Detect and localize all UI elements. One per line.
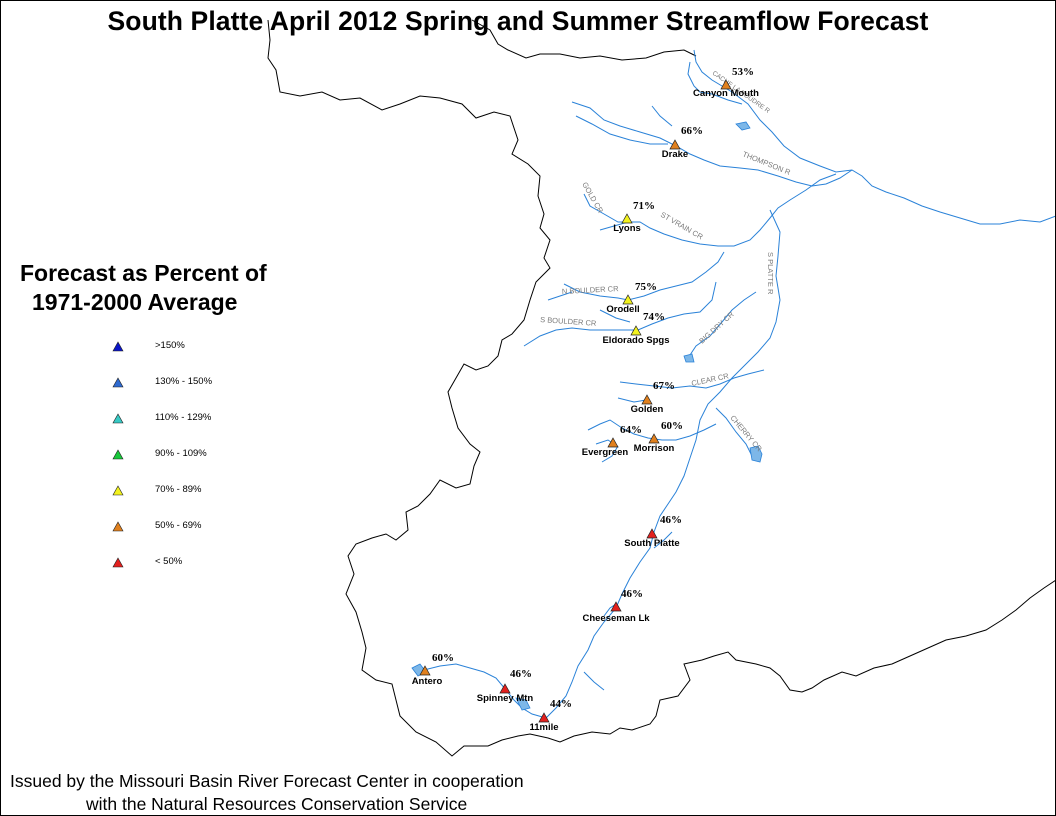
- station: South Platte 46%: [624, 514, 682, 549]
- station-percent: 75%: [635, 281, 657, 293]
- legend-item: 130% - 150%: [112, 374, 272, 392]
- legend-item: 110% - 129%: [112, 410, 272, 428]
- station: Morrison 60%: [634, 420, 683, 454]
- station-percent: 67%: [653, 380, 675, 392]
- map-title: South Platte April 2012 Spring and Summe…: [107, 6, 929, 36]
- station-marker-icon: [720, 79, 732, 90]
- legend-item: >150%: [112, 338, 272, 356]
- station-percent: 53%: [732, 66, 754, 78]
- legend-title-line1: Forecast as Percent of: [20, 260, 267, 286]
- station-name: Orodell: [606, 304, 639, 315]
- station-name: Golden: [631, 404, 664, 415]
- river-label: N BOULDER CR: [562, 284, 620, 296]
- footer-line1: Issued by the Missouri Basin River Forec…: [10, 771, 524, 791]
- triangle-icon: [112, 413, 124, 424]
- basin-boundary: [267, 19, 1056, 757]
- station-name: Drake: [662, 149, 688, 160]
- river-label: CLEAR CR: [691, 371, 731, 388]
- station-marker-icon: [419, 665, 431, 676]
- station-name: Canyon Mouth: [693, 88, 759, 99]
- station-percent: 64%: [620, 424, 642, 436]
- station-marker-icon: [641, 394, 653, 405]
- station-percent: 60%: [661, 420, 683, 432]
- legend-label: 110% - 129%: [155, 412, 212, 423]
- station-marker-icon: [622, 294, 634, 305]
- station-marker-icon: [630, 325, 642, 336]
- station: Lyons 71%: [613, 200, 655, 234]
- rivers: [411, 49, 1056, 719]
- station-marker-icon: [621, 213, 633, 224]
- station-name: Evergreen: [582, 447, 629, 458]
- station: Orodell 75%: [606, 281, 657, 315]
- legend-label: 50% - 69%: [155, 520, 202, 531]
- triangle-icon: [112, 377, 124, 388]
- station: 11mile 44%: [529, 698, 572, 733]
- river-label: BIG DRY CR: [697, 309, 736, 345]
- station-name: Cheeseman Lk: [582, 613, 650, 624]
- station-name: Lyons: [613, 223, 641, 234]
- station: Eldorado Spgs 74%: [602, 311, 669, 346]
- station-name: South Platte: [624, 538, 679, 549]
- legend-label: 90% - 109%: [155, 448, 207, 459]
- triangle-icon: [112, 341, 124, 352]
- station-percent: 74%: [643, 311, 665, 323]
- station-percent: 46%: [510, 668, 532, 680]
- river-label: GOLD CR: [580, 181, 605, 216]
- station: Cheeseman Lk 46%: [582, 588, 650, 624]
- station-marker-icon: [669, 139, 681, 150]
- station: Spinney Mtn 46%: [477, 668, 534, 704]
- station-percent: 60%: [432, 652, 454, 664]
- station: Evergreen 64%: [582, 424, 642, 458]
- footer-line2: with the Natural Resources Conservation …: [86, 794, 468, 814]
- legend-title: Forecast as Percent of 1971-2000 Average: [20, 259, 310, 317]
- triangle-icon: [112, 449, 124, 460]
- station-marker-icon: [538, 712, 550, 723]
- station-percent: 46%: [621, 588, 643, 600]
- station-marker-icon: [499, 683, 511, 694]
- station-percent: 66%: [681, 125, 703, 137]
- legend-item: < 50%: [112, 554, 272, 572]
- station-percent: 46%: [660, 514, 682, 526]
- triangle-icon: [112, 485, 124, 496]
- station-name: Eldorado Spgs: [602, 335, 669, 346]
- station-name: 11mile: [529, 722, 558, 733]
- station-marker-icon: [646, 528, 658, 539]
- triangle-icon: [112, 557, 124, 568]
- river-label: CHERRY CR: [728, 414, 764, 454]
- river-label: S BOULDER CR: [540, 315, 597, 328]
- legend-label: >150%: [155, 340, 185, 351]
- station: Drake 66%: [662, 125, 703, 160]
- station-marker-icon: [648, 433, 660, 444]
- legend-label: 130% - 150%: [155, 376, 213, 387]
- station: Golden 67%: [631, 380, 675, 415]
- legend-item: 50% - 69%: [112, 518, 272, 536]
- station-name: Spinney Mtn: [477, 693, 534, 704]
- legend-item: 70% - 89%: [112, 482, 272, 500]
- triangle-icon: [112, 521, 124, 532]
- station: Canyon Mouth 53%: [693, 66, 759, 99]
- river-label: S PLATTE R: [766, 252, 775, 295]
- station-marker-icon: [610, 601, 622, 612]
- river-label: ST VRAIN CR: [659, 210, 705, 242]
- station-percent: 71%: [633, 200, 655, 212]
- station-name: Antero: [412, 676, 443, 687]
- legend-label: < 50%: [155, 556, 183, 567]
- station: Antero 60%: [412, 652, 454, 687]
- legend-title-line2: 1971-2000 Average: [32, 289, 238, 315]
- station-name: Morrison: [634, 443, 675, 454]
- legend-label: 70% - 89%: [155, 484, 202, 495]
- river-labels: THOMPSON R CACHE LA POUDRE R GOLD CR ST …: [540, 70, 792, 454]
- station-layer: Canyon Mouth 53% Drake 66% Lyons 71% Orodell 75…: [412, 66, 759, 733]
- footer: Issued by the Missouri Basin River Forec…: [10, 770, 610, 816]
- legend-item: 90% - 109%: [112, 446, 272, 464]
- station-percent: 44%: [550, 698, 572, 710]
- station-marker-icon: [607, 437, 619, 448]
